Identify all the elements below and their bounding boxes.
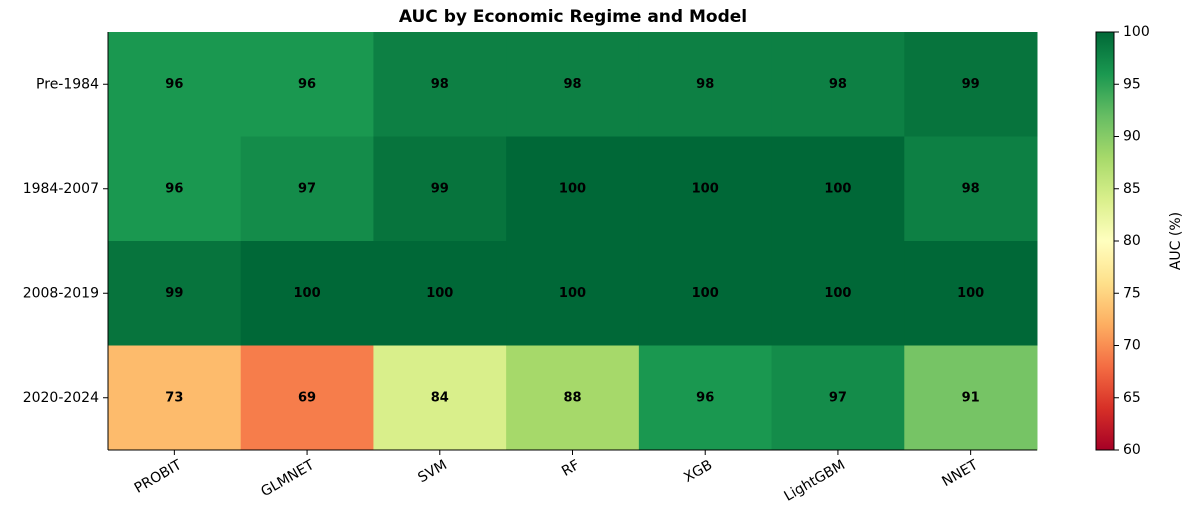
heatmap-cell [638, 241, 773, 346]
colorbar-tick-label: 85 [1123, 181, 1141, 197]
y-tick-label: 2020-2024 [23, 390, 99, 406]
cell-label: 97 [829, 390, 847, 405]
heatmap-cell [506, 345, 640, 451]
cell-label: 99 [431, 181, 449, 196]
cell-label: 96 [165, 181, 183, 196]
colorbar-tick-label: 65 [1123, 390, 1141, 406]
x-tick-label: LightGBM [781, 457, 847, 505]
cell-label: 100 [692, 181, 719, 196]
cell-label: 88 [563, 390, 581, 405]
colorbar-tick-label: 90 [1123, 129, 1141, 145]
cell-label: 98 [563, 77, 581, 92]
cell-label: 100 [559, 181, 586, 196]
cell-label: 97 [298, 181, 316, 196]
colorbar-tick-label: 60 [1123, 442, 1141, 458]
heatmap-cell [108, 345, 242, 451]
cell-label: 100 [824, 181, 851, 196]
heatmap-cell [904, 345, 1038, 451]
heatmap-cell [904, 241, 1038, 346]
heatmap-cell [506, 136, 640, 242]
x-tick-label: XGB [681, 457, 715, 486]
heatmap-cell [771, 241, 905, 346]
heatmap-cell [108, 32, 242, 137]
colorbar [1095, 31, 1115, 451]
x-tick-label: NNET [939, 457, 981, 490]
y-tick-label: Pre-1984 [36, 76, 99, 92]
heatmap-cell [638, 136, 773, 242]
cell-label: 69 [298, 390, 316, 405]
cell-label: 98 [962, 181, 980, 196]
heatmap-cell [771, 32, 905, 137]
heatmap-cell [240, 32, 374, 137]
colorbar-tick-label: 80 [1123, 233, 1141, 249]
cell-label: 73 [165, 390, 183, 405]
cell-label: 84 [431, 390, 449, 405]
x-tick-label: SVM [415, 457, 449, 486]
heatmap-cell [108, 241, 242, 346]
heatmap-cell [240, 345, 374, 451]
heatmap-cell [506, 32, 640, 137]
heatmap-cell [638, 345, 773, 451]
heatmap-cell [771, 136, 905, 242]
colorbar-label: AUC (%) [1168, 212, 1184, 270]
cell-label: 96 [298, 77, 316, 92]
cell-label: 99 [962, 77, 980, 92]
y-tick-label: 2008-2019 [23, 285, 99, 301]
cell-label: 100 [294, 286, 321, 301]
cell-label: 98 [829, 77, 847, 92]
cell-label: 98 [431, 77, 449, 92]
heatmap-cell [373, 136, 507, 242]
x-tick-label: PROBIT [132, 457, 185, 497]
cell-label: 99 [165, 286, 183, 301]
heatmap-cell [108, 136, 242, 242]
colorbar-tick-label: 70 [1123, 338, 1141, 354]
cell-label: 100 [559, 286, 586, 301]
cell-label: 100 [957, 286, 984, 301]
cell-label: 96 [696, 390, 714, 405]
y-tick-label: 1984-2007 [23, 181, 99, 197]
heatmap-cell [638, 32, 773, 137]
chart-title: AUC by Economic Regime and Model [399, 7, 747, 27]
colorbar-tick-label: 75 [1123, 285, 1141, 301]
heatmap-cell [904, 32, 1038, 137]
cell-label: 100 [692, 286, 719, 301]
heatmap-cell [506, 241, 640, 346]
heatmap-cell [240, 136, 374, 242]
x-tick-label: GLMNET [258, 457, 317, 500]
x-tick-label: RF [559, 457, 582, 480]
cell-label: 98 [696, 77, 714, 92]
heatmap-cell [373, 241, 507, 346]
heatmap-cell [373, 345, 507, 451]
cell-label: 96 [165, 77, 183, 92]
cell-label: 100 [426, 286, 453, 301]
colorbar-tick-label: 95 [1123, 76, 1141, 92]
colorbar-tick-label: 100 [1123, 24, 1150, 40]
cell-label: 91 [962, 390, 980, 405]
heatmap-cell [240, 241, 374, 346]
heatmap-cell [904, 136, 1038, 242]
cell-label: 100 [824, 286, 851, 301]
heatmap-cell [373, 32, 507, 137]
heatmap-cell [771, 345, 905, 451]
